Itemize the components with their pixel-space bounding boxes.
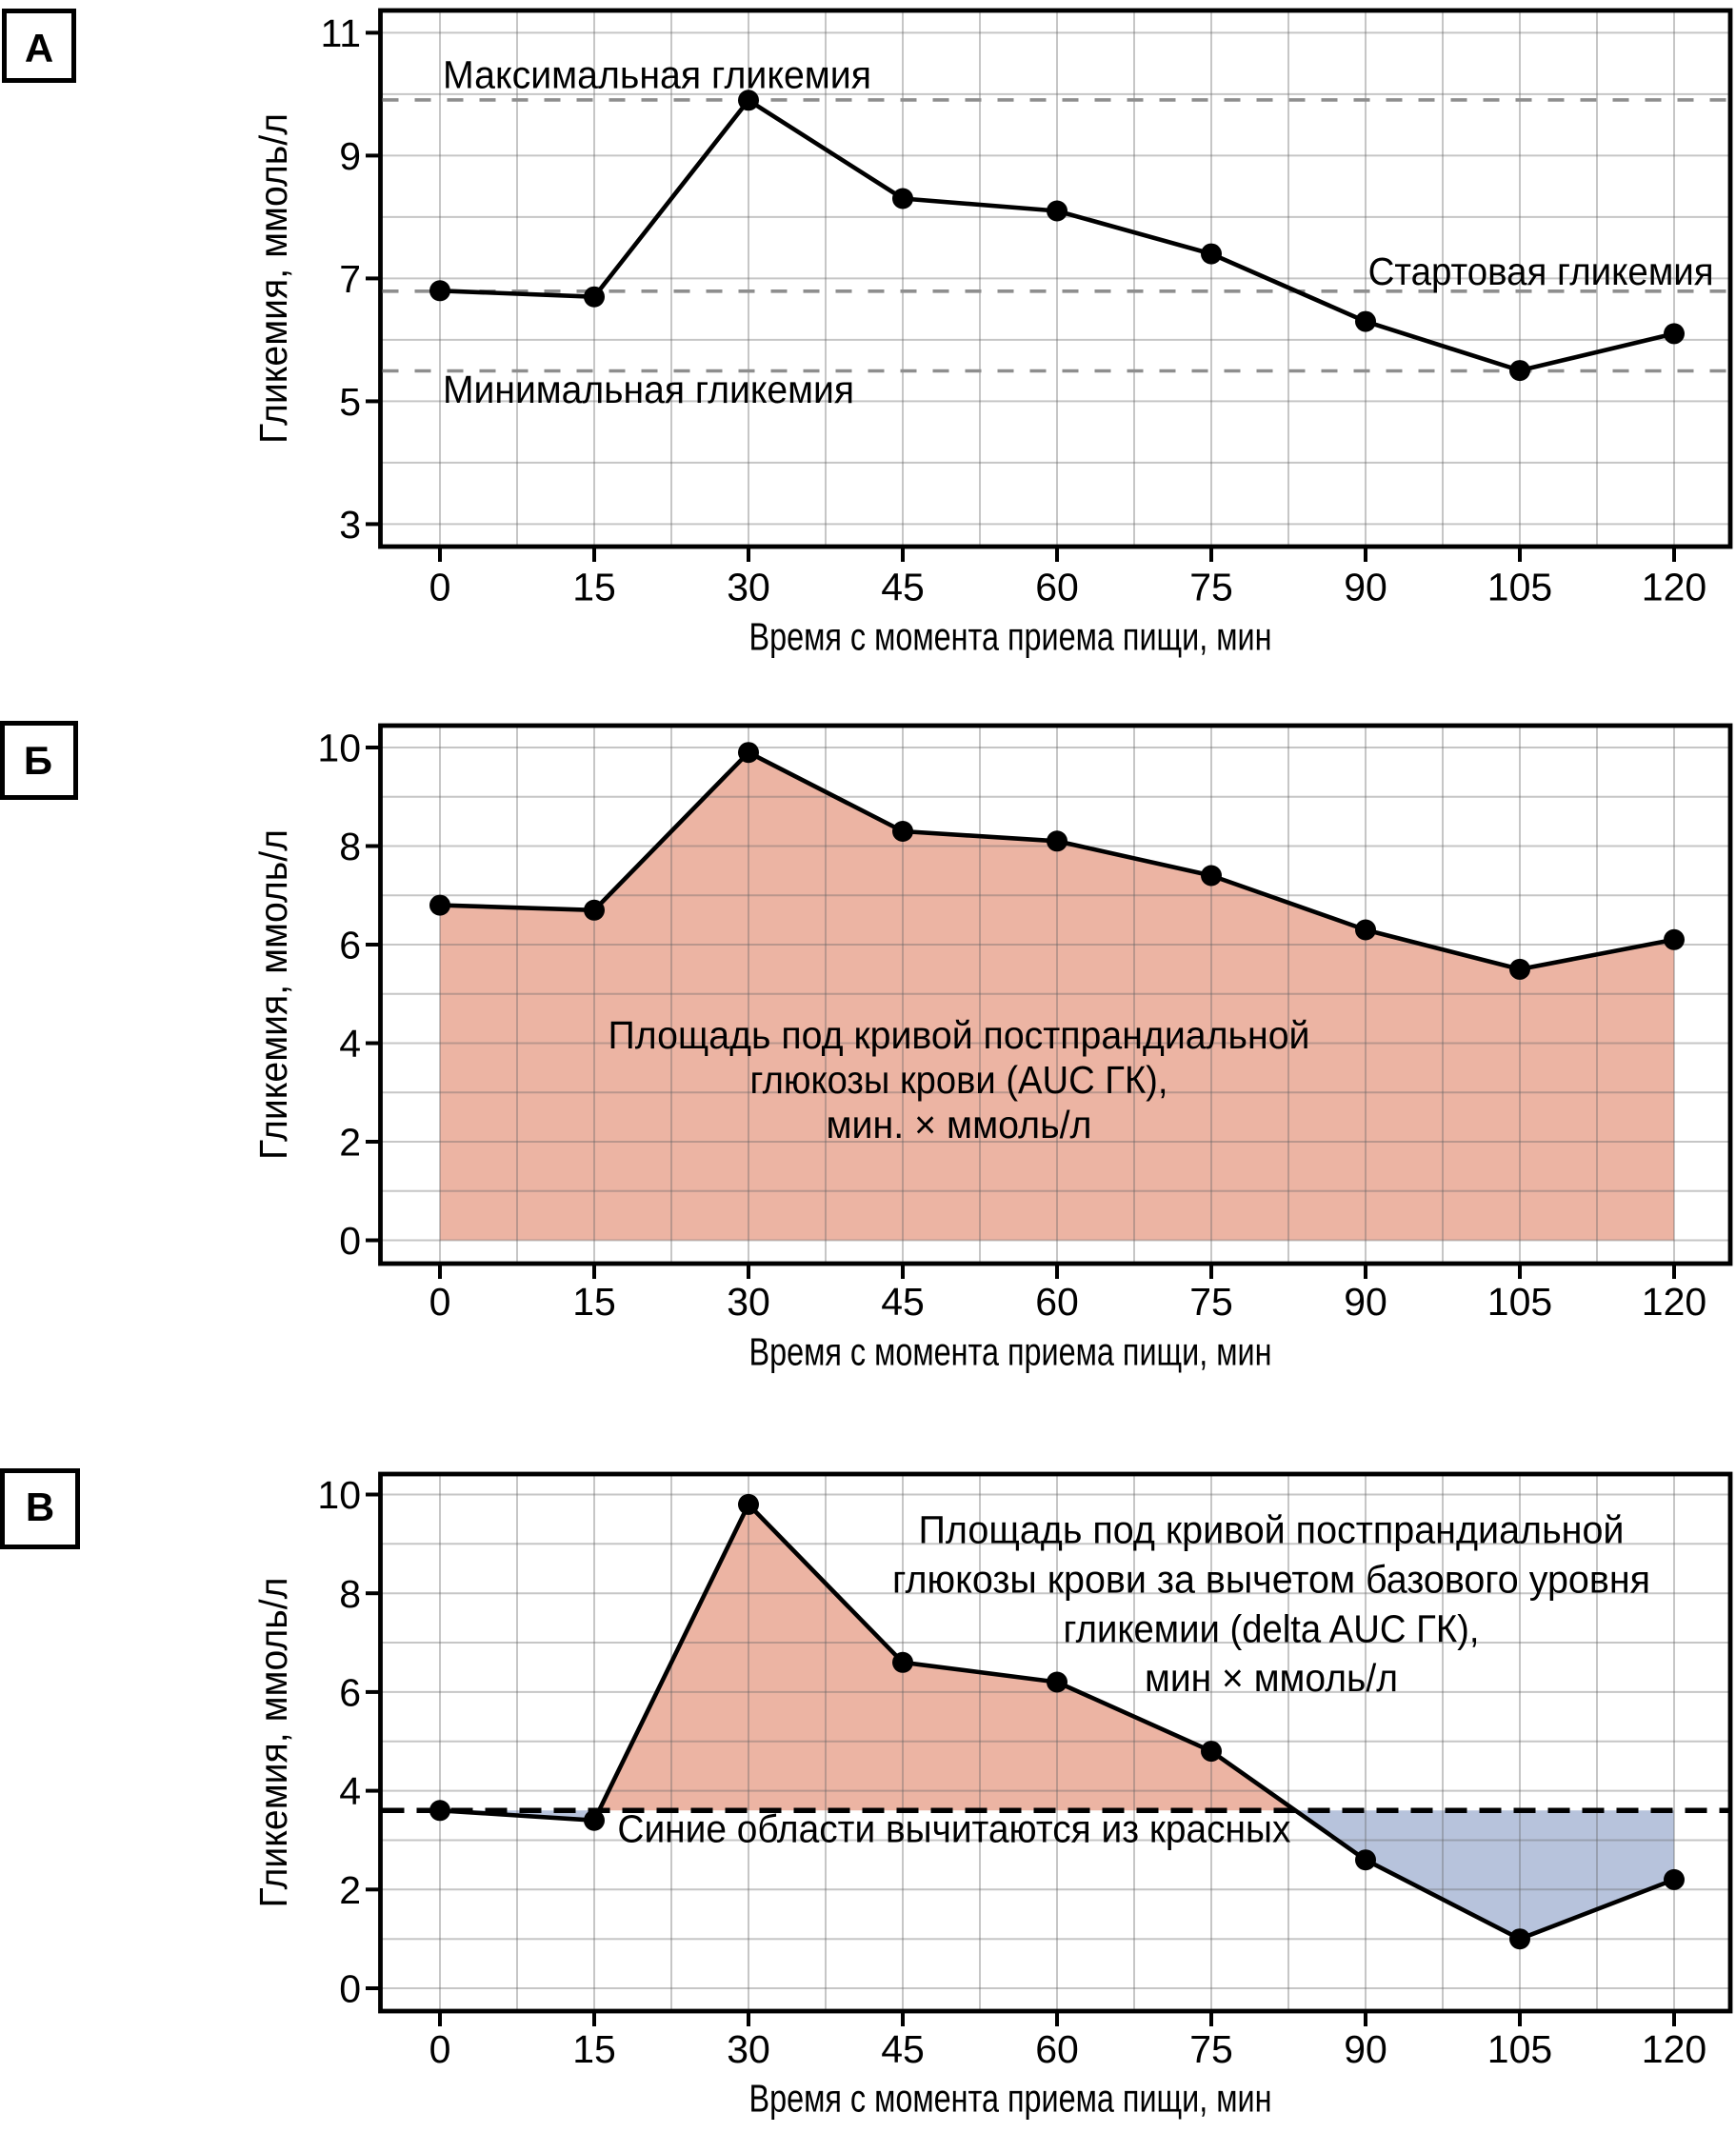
- svg-text:мин × ммоль/л: мин × ммоль/л: [1145, 1656, 1398, 1700]
- svg-text:Максимальная гликемия: Максимальная гликемия: [443, 52, 871, 96]
- svg-text:Время с момента приема пищи, м: Время с момента приема пищи, мин: [749, 614, 1272, 658]
- svg-text:30: 30: [727, 1280, 770, 1324]
- svg-text:Площадь под кривой постпрандиа: Площадь под кривой постпрандиальной: [919, 1508, 1625, 1552]
- svg-text:9: 9: [339, 134, 361, 178]
- svg-text:45: 45: [881, 566, 925, 609]
- svg-text:мин. × ммоль/л: мин. × ммоль/л: [827, 1103, 1092, 1146]
- svg-text:90: 90: [1344, 1280, 1387, 1324]
- svg-text:Гликемия, ммоль/л: Гликемия, ммоль/л: [251, 829, 295, 1160]
- svg-text:105: 105: [1487, 1280, 1552, 1324]
- svg-text:6: 6: [339, 924, 361, 967]
- svg-text:60: 60: [1035, 2027, 1079, 2071]
- svg-text:75: 75: [1189, 566, 1233, 609]
- svg-text:30: 30: [727, 2027, 770, 2071]
- svg-text:105: 105: [1487, 2027, 1552, 2071]
- svg-text:Площадь под кривой постпрандиа: Площадь под кривой постпрандиальной: [609, 1013, 1310, 1057]
- svg-text:120: 120: [1642, 2027, 1706, 2071]
- svg-text:0: 0: [339, 1219, 361, 1263]
- svg-text:60: 60: [1035, 566, 1079, 609]
- svg-text:Гликемия, ммоль/л: Гликемия, ммоль/л: [251, 1578, 295, 1908]
- svg-text:8: 8: [339, 825, 361, 868]
- svg-text:Стартовая гликемия: Стартовая гликемия: [1368, 249, 1714, 293]
- svg-text:8: 8: [339, 1572, 361, 1616]
- svg-text:4: 4: [339, 1022, 361, 1066]
- svg-text:105: 105: [1487, 566, 1552, 609]
- svg-text:Минимальная гликемия: Минимальная гликемия: [443, 368, 854, 411]
- svg-text:6: 6: [339, 1671, 361, 1715]
- svg-text:0: 0: [339, 1967, 361, 2011]
- svg-text:120: 120: [1642, 566, 1706, 609]
- svg-text:Время с момента приема пищи, м: Время с момента приема пищи, мин: [749, 1330, 1272, 1374]
- svg-text:А: А: [25, 26, 53, 70]
- svg-text:2: 2: [339, 1121, 361, 1165]
- svg-text:глюкозы крови за вычетом базов: глюкозы крови за вычетом базового уровня: [892, 1557, 1650, 1601]
- svg-text:10: 10: [317, 727, 361, 770]
- svg-text:30: 30: [727, 566, 770, 609]
- svg-text:15: 15: [572, 1280, 616, 1324]
- svg-text:15: 15: [572, 566, 616, 609]
- svg-text:2: 2: [339, 1868, 361, 1912]
- svg-text:4: 4: [339, 1769, 361, 1813]
- svg-text:120: 120: [1642, 1280, 1706, 1324]
- svg-text:5: 5: [339, 380, 361, 424]
- svg-text:90: 90: [1344, 566, 1387, 609]
- svg-text:60: 60: [1035, 1280, 1079, 1324]
- svg-text:75: 75: [1189, 2027, 1233, 2071]
- svg-text:0: 0: [429, 566, 451, 609]
- svg-text:7: 7: [339, 257, 361, 301]
- svg-text:45: 45: [881, 1280, 925, 1324]
- svg-text:Время с момента приема пищи, м: Время с момента приема пищи, мин: [749, 2076, 1272, 2120]
- svg-text:75: 75: [1189, 1280, 1233, 1324]
- svg-text:0: 0: [429, 2027, 451, 2071]
- svg-text:Гликемия, ммоль/л: Гликемия, ммоль/л: [251, 113, 295, 444]
- svg-text:Синие области вычитаются из кр: Синие области вычитаются из красных: [617, 1807, 1290, 1851]
- svg-text:15: 15: [572, 2027, 616, 2071]
- svg-text:11: 11: [320, 11, 361, 55]
- svg-text:гликемии (delta AUC ГК),: гликемии (delta AUC ГК),: [1064, 1606, 1480, 1650]
- svg-text:Б: Б: [24, 738, 52, 783]
- svg-text:глюкозы крови (AUC ГК),: глюкозы крови (AUC ГК),: [750, 1058, 1168, 1102]
- svg-text:0: 0: [429, 1280, 451, 1324]
- svg-text:90: 90: [1344, 2027, 1387, 2071]
- svg-text:3: 3: [339, 503, 361, 547]
- svg-text:45: 45: [881, 2027, 925, 2071]
- svg-text:10: 10: [317, 1473, 361, 1517]
- svg-text:В: В: [26, 1485, 54, 1529]
